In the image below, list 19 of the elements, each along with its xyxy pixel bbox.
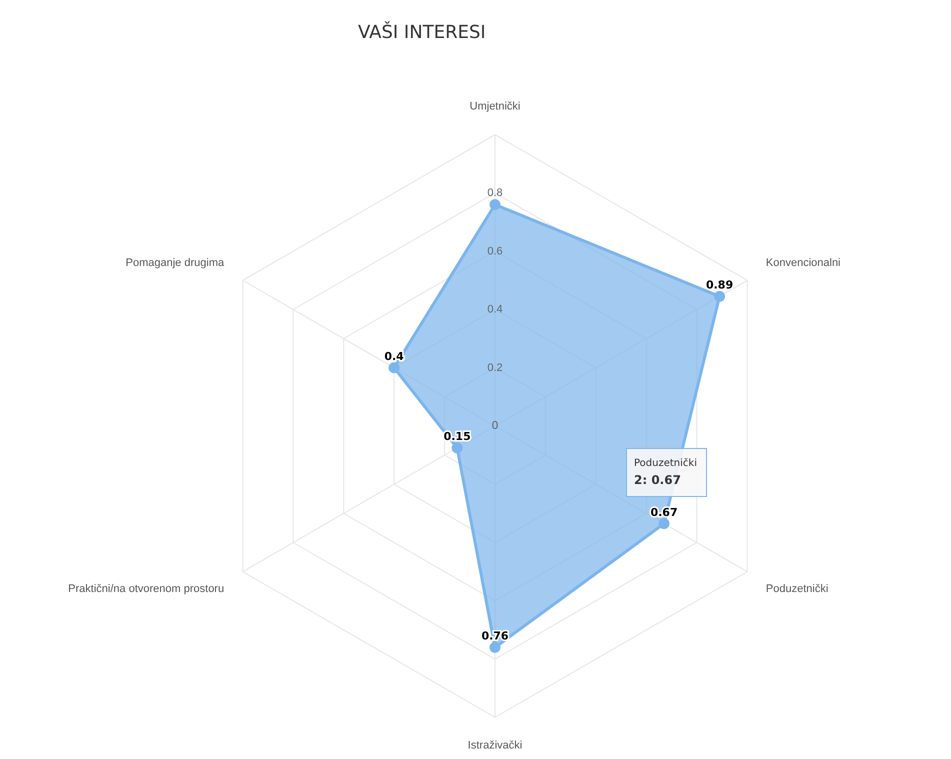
- spoke-label: Pomaganje drugima: [126, 257, 225, 270]
- y-tick-label: 0.8: [487, 186, 503, 199]
- spoke-label: Konvencionalni: [766, 257, 841, 270]
- text: Poduzetnički: [634, 458, 697, 469]
- y-tick-label: 0.6: [487, 245, 503, 258]
- spoke-label: Istraživački: [468, 739, 522, 752]
- data-label: 0.89: [706, 278, 734, 292]
- data-label: 0.4: [384, 350, 404, 364]
- y-tick-label: 0.4: [487, 304, 503, 316]
- data-label: 0.67: [650, 506, 678, 519]
- chart-title: VAŠI INTERESI: [358, 22, 486, 43]
- text: 2: 0.67: [634, 473, 681, 487]
- spoke-label: Poduzetnički: [766, 583, 828, 596]
- data-label: 0.76: [481, 630, 509, 643]
- spoke-label: Umjetnički: [470, 100, 520, 113]
- y-tick-label: 0: [492, 418, 498, 432]
- spoke-label: Praktični/na otvorenom prostoru: [68, 583, 224, 596]
- data-label: 0.15: [444, 430, 471, 444]
- y-tick-label: 0.2: [487, 362, 503, 374]
